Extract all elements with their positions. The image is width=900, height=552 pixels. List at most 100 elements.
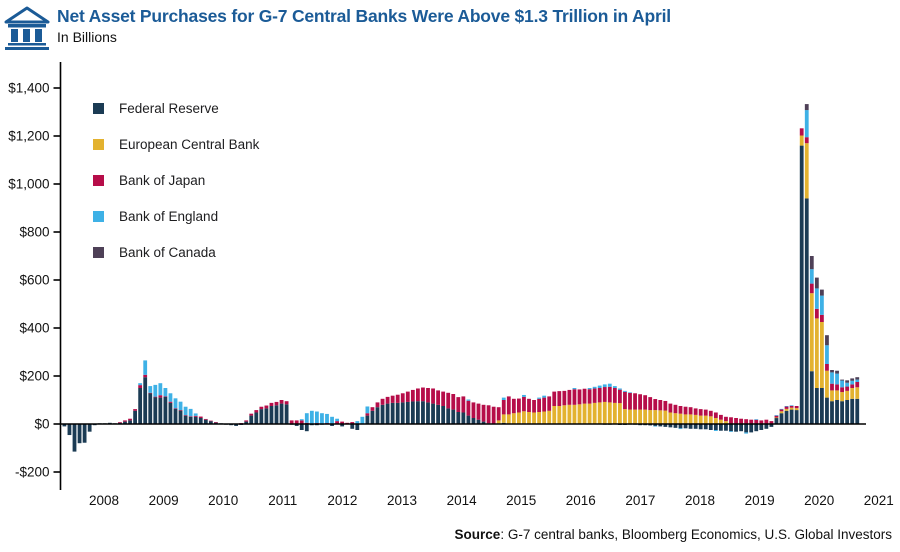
- bar-segment: [830, 390, 834, 402]
- bar-segment: [451, 409, 456, 424]
- bar-segment: [774, 418, 779, 424]
- bar-segment: [355, 424, 360, 430]
- bar-segment: [789, 409, 794, 424]
- bar-segment: [410, 389, 415, 402]
- bar-segment: [552, 406, 557, 424]
- bar-segment: [729, 417, 733, 424]
- bar-segment: [804, 137, 809, 144]
- bar-segment: [340, 421, 345, 424]
- x-axis-label: 2019: [745, 493, 775, 508]
- bar-segment: [754, 419, 759, 420]
- bar-segment: [254, 412, 259, 424]
- bar-segment: [825, 335, 829, 346]
- bar-segment: [183, 406, 188, 416]
- bar-segment: [506, 414, 511, 424]
- bar-segment: [385, 403, 390, 424]
- bar-segment: [835, 400, 839, 424]
- bar-segment: [163, 388, 168, 397]
- bar-segment: [764, 424, 769, 429]
- bar-segment: [592, 402, 597, 424]
- bar-segment: [820, 295, 824, 315]
- bar-segment: [410, 401, 415, 424]
- bar-segment: [850, 380, 855, 385]
- bar-segment: [835, 373, 839, 385]
- bar-segment: [436, 404, 440, 424]
- chart-subtitle: In Billions: [57, 29, 117, 45]
- bar-segment: [350, 422, 355, 424]
- bar-segment: [688, 424, 693, 429]
- bar-segment: [547, 396, 552, 411]
- bar-segment: [370, 407, 375, 411]
- bar-segment: [779, 411, 784, 414]
- bar-segment: [825, 370, 829, 398]
- bar-segment: [557, 391, 562, 406]
- bar-segment: [501, 414, 506, 423]
- bar-segment: [830, 401, 834, 424]
- bar-segment: [153, 384, 158, 397]
- bar-segment: [143, 360, 148, 375]
- bar-segment: [769, 421, 774, 424]
- bar-segment: [814, 388, 819, 424]
- bar-segment: [173, 398, 178, 409]
- bar-segment: [148, 393, 153, 424]
- bar-segment: [749, 419, 754, 424]
- bar-segment: [426, 402, 430, 424]
- bar-segment: [683, 414, 688, 424]
- bar-segment: [193, 416, 198, 424]
- bar-segment: [183, 415, 188, 424]
- bar-segment: [703, 409, 708, 416]
- bar-segment: [653, 424, 658, 426]
- bar-segment: [123, 420, 127, 422]
- y-axis-label: $0: [34, 417, 49, 432]
- bar-segment: [708, 410, 713, 417]
- bar-segment: [789, 405, 794, 406]
- bar-segment: [294, 424, 299, 426]
- bar-segment: [678, 413, 683, 424]
- bar-segment: [562, 405, 567, 424]
- y-axis-label: $1,000: [8, 177, 49, 192]
- x-axis-label: 2010: [208, 493, 238, 508]
- bar-segment: [380, 398, 385, 405]
- bar-segment: [607, 402, 612, 424]
- bar-segment: [294, 420, 299, 424]
- bar-segment: [628, 392, 632, 410]
- bar-segment: [749, 424, 754, 433]
- legend-label: European Central Bank: [119, 136, 260, 152]
- bar-segment: [264, 405, 269, 409]
- bar-segment: [577, 389, 582, 405]
- bar-segment: [153, 396, 158, 398]
- x-axis-label: 2013: [387, 493, 417, 508]
- bar-segment: [653, 410, 658, 424]
- bar-segment: [148, 386, 153, 393]
- bar-segment: [724, 421, 728, 424]
- bar-segment: [203, 418, 208, 420]
- bar-segment: [249, 413, 254, 416]
- bar-segment: [612, 386, 617, 388]
- bar-segment: [597, 402, 602, 424]
- bar-segment: [466, 415, 471, 424]
- bar-segment: [234, 424, 238, 426]
- x-axis-label: 2018: [685, 493, 715, 508]
- bar-segment: [426, 388, 430, 403]
- bar-segment: [774, 415, 779, 418]
- bar-segment: [683, 424, 688, 429]
- bar-segment: [471, 418, 476, 424]
- bar-segment: [557, 406, 562, 424]
- bar-segment: [784, 408, 789, 411]
- bar-segment: [496, 407, 501, 421]
- bar-segment: [724, 416, 728, 422]
- bar-segment: [814, 318, 819, 388]
- bar-segment: [592, 388, 597, 403]
- bar-segment: [405, 391, 410, 402]
- chart-header: Net Asset Purchases for G-7 Central Bank…: [0, 0, 900, 58]
- bar-segment: [299, 419, 304, 421]
- bar-segment: [446, 408, 451, 424]
- bar-segment: [416, 401, 420, 424]
- bar-segment: [501, 397, 506, 400]
- bar-segment: [178, 410, 183, 411]
- x-axis-label: 2017: [625, 493, 655, 508]
- bar-segment: [724, 424, 728, 431]
- x-axis-label: 2011: [268, 493, 297, 508]
- bar-segment: [249, 415, 254, 424]
- x-axis-label: 2012: [327, 493, 357, 508]
